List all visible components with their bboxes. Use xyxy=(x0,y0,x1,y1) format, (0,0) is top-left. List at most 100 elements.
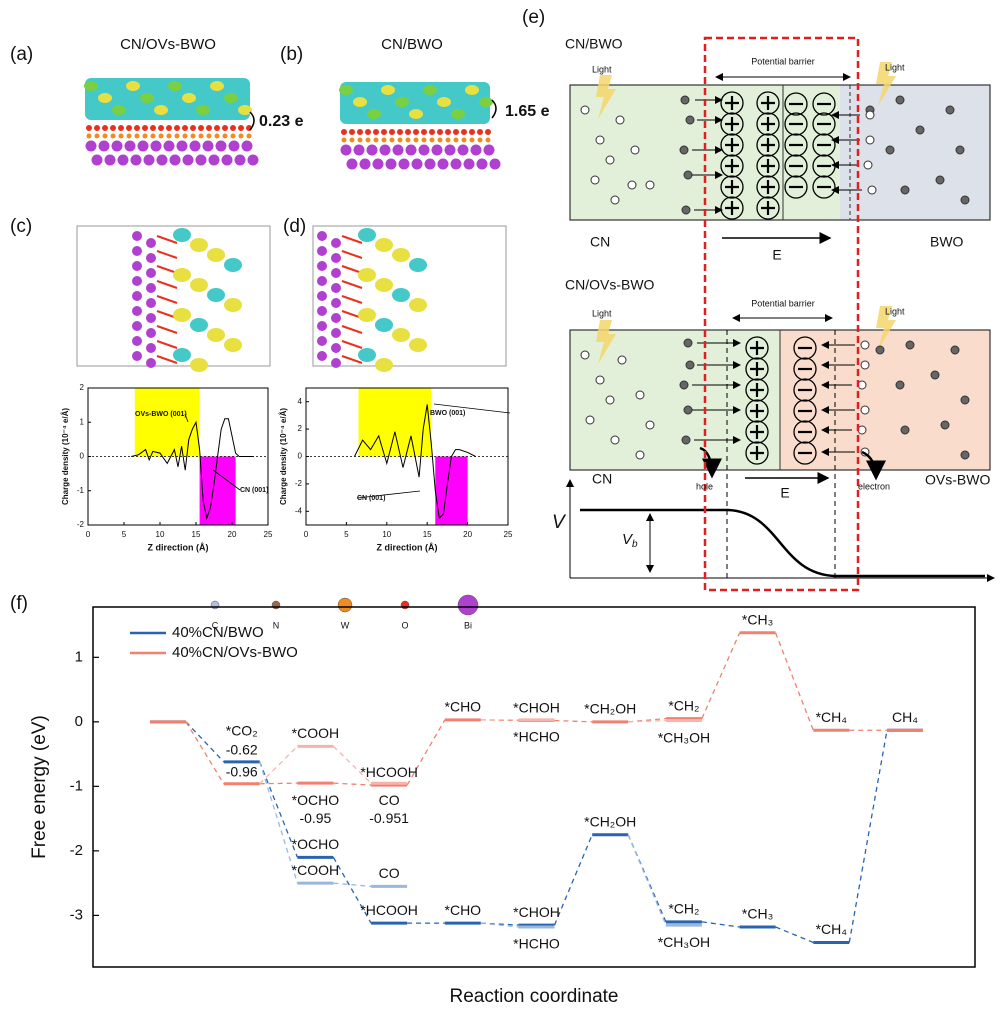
connector xyxy=(701,632,741,719)
barrier-label: Potential barrier xyxy=(751,56,815,66)
hole xyxy=(630,145,640,155)
plus-charge xyxy=(720,175,744,199)
atom xyxy=(126,125,132,131)
charge-blob xyxy=(126,81,140,91)
plus-sign xyxy=(750,446,764,460)
charge-blob xyxy=(210,81,224,91)
electron xyxy=(900,425,910,435)
charge-blob xyxy=(392,288,410,302)
atom xyxy=(146,328,156,338)
y-axis-label: Charge density (10⁻⁴ e/Å) xyxy=(279,408,288,505)
charge-blob xyxy=(84,81,98,91)
atom xyxy=(124,140,136,152)
bond xyxy=(341,295,363,304)
plus-charge xyxy=(720,154,744,178)
atom xyxy=(469,129,475,135)
barrier-height-label: Vb xyxy=(622,531,638,550)
connector xyxy=(848,730,888,943)
atom xyxy=(317,261,327,271)
hole xyxy=(595,375,605,385)
atom xyxy=(110,125,116,131)
bond xyxy=(341,325,363,334)
minus-charge xyxy=(793,441,817,465)
x-tick-label: 5 xyxy=(122,530,127,539)
atom xyxy=(381,137,387,143)
electron xyxy=(685,115,695,125)
y-tick-label: 4 xyxy=(298,397,303,406)
hole xyxy=(635,450,645,460)
atom xyxy=(198,125,204,131)
annotation-arrow xyxy=(184,413,189,423)
charge-blob xyxy=(358,228,376,242)
atom xyxy=(182,125,188,131)
x-tick-label: 0 xyxy=(86,530,91,539)
atom xyxy=(174,125,180,131)
atom xyxy=(91,154,103,166)
hole xyxy=(585,415,595,425)
x-axis-label: Z direction (Å) xyxy=(148,542,209,552)
connector xyxy=(628,719,666,723)
field-label: E xyxy=(772,247,781,263)
atom xyxy=(341,129,347,135)
bond xyxy=(341,280,363,289)
atom xyxy=(94,133,100,139)
atom xyxy=(137,140,149,152)
charge-blob xyxy=(375,318,393,332)
light-bolt xyxy=(596,75,616,119)
charge-blob xyxy=(238,105,252,115)
atom-swatch xyxy=(457,594,479,616)
minus-charge xyxy=(784,112,808,136)
region xyxy=(358,388,432,457)
atom-label: N xyxy=(273,620,280,630)
atom xyxy=(477,129,483,135)
plus-sign xyxy=(761,117,775,131)
y-tick-label: 0 xyxy=(80,452,85,461)
atom xyxy=(379,144,391,156)
charge-blob xyxy=(154,105,168,115)
atom xyxy=(366,144,378,156)
electron xyxy=(681,205,691,215)
charge-blob xyxy=(190,278,208,292)
bond xyxy=(156,265,178,274)
hole xyxy=(610,435,620,445)
plus-sign xyxy=(750,425,764,439)
charge-blob xyxy=(353,97,367,107)
atom xyxy=(463,158,475,170)
level-label: *OCHO xyxy=(292,836,340,852)
atom xyxy=(104,154,116,166)
barrier-label: Potential barrier xyxy=(751,298,815,308)
atom xyxy=(117,154,129,166)
y-tick-label: 2 xyxy=(298,424,303,433)
atom xyxy=(206,125,212,131)
minus-charge xyxy=(812,154,836,178)
plus-charge xyxy=(745,378,769,402)
atom xyxy=(198,133,204,139)
charge-blob xyxy=(224,298,242,312)
charge-blob xyxy=(423,85,437,95)
charge-blob xyxy=(409,258,427,272)
value-label: -0.95 xyxy=(299,810,331,826)
charge-blob xyxy=(207,248,225,262)
atom xyxy=(146,283,156,293)
atom xyxy=(228,140,240,152)
y-tick-label: -3 xyxy=(70,906,83,923)
region-label: CN xyxy=(590,234,610,250)
plus-charge xyxy=(745,399,769,423)
plus-charge xyxy=(745,336,769,360)
plus-charge xyxy=(745,357,769,381)
hole xyxy=(865,110,875,120)
atom xyxy=(429,137,435,143)
atom xyxy=(111,140,123,152)
plus-charge xyxy=(720,112,744,136)
hole xyxy=(645,420,655,430)
light-label: Light xyxy=(592,308,612,318)
level-label: *CHO xyxy=(445,699,482,715)
atom xyxy=(331,343,341,353)
atom xyxy=(365,137,371,143)
charge-blob xyxy=(190,358,208,372)
atom xyxy=(331,298,341,308)
light-bolt xyxy=(876,62,896,106)
annotation: CN (001) xyxy=(240,487,268,494)
charge-blob xyxy=(395,97,409,107)
level-label: *CHOH xyxy=(513,904,560,920)
